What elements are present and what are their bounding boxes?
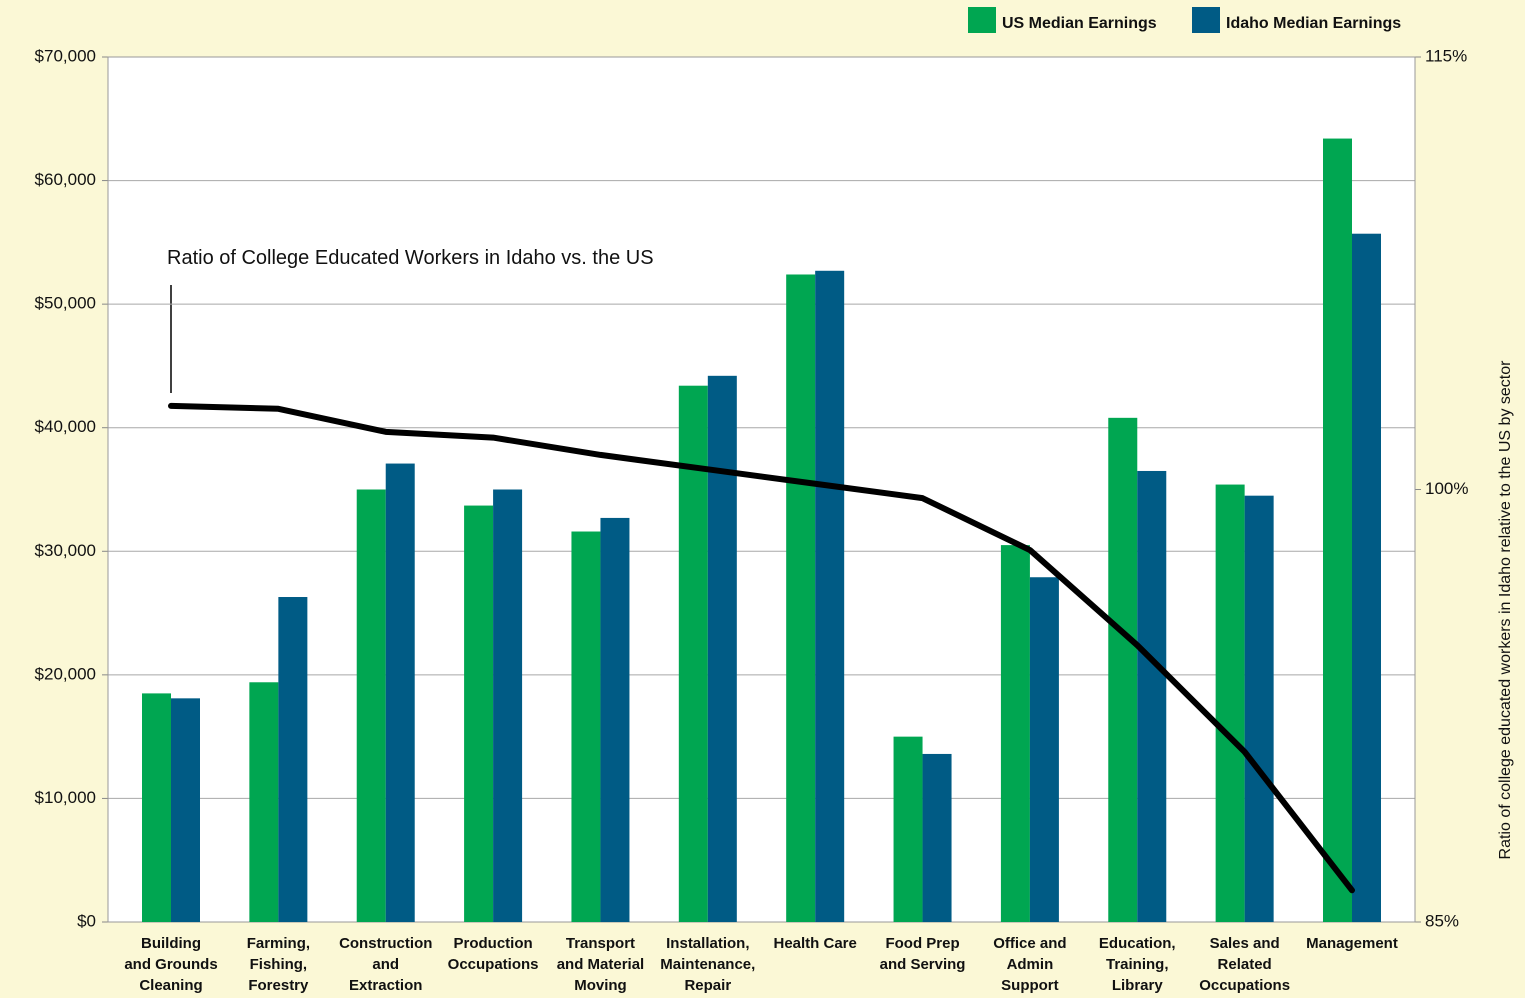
bar — [707, 375, 737, 922]
bar — [356, 489, 386, 922]
x-tick-label: Installation, Maintenance, Repair — [660, 935, 755, 994]
legend-label: Idaho Median Earnings — [1226, 15, 1401, 32]
x-tick-label: Office and Admin Support — [993, 935, 1066, 994]
bar — [1323, 138, 1352, 923]
bar — [249, 682, 279, 922]
y-tick-label: $30,000 — [35, 541, 96, 560]
y2-tick-label: 85% — [1425, 911, 1459, 930]
bar — [893, 736, 923, 922]
x-tick-label: Management — [1306, 935, 1398, 952]
annotation: Ratio of College Educated Workers in Ida… — [167, 247, 654, 269]
y2-axis-label: Ratio of college educated workers in Ida… — [1497, 360, 1514, 860]
bar — [1000, 545, 1030, 922]
x-tick-label: Health Care — [773, 935, 856, 952]
bar — [571, 531, 601, 922]
bar — [1108, 417, 1138, 922]
y-tick-label: $50,000 — [35, 294, 96, 313]
y-tick-label: $40,000 — [35, 417, 96, 436]
legend-label: US Median Earnings — [1002, 15, 1157, 32]
bar — [493, 489, 523, 922]
y-tick-label: $10,000 — [35, 788, 96, 807]
y-tick-label: $60,000 — [35, 170, 96, 189]
bar — [278, 597, 308, 922]
x-tick-label: Farming, Fishing, Forestry — [247, 935, 310, 994]
bar — [815, 270, 845, 922]
x-tick-label: Transport and Material Moving — [557, 935, 645, 994]
bar — [1029, 577, 1059, 922]
x-tick-label: Building and Grounds Cleaning — [124, 935, 217, 994]
y-tick-label: $0 — [77, 911, 96, 930]
bar — [1244, 495, 1274, 922]
legend-swatch — [968, 7, 996, 33]
bar — [1215, 484, 1245, 922]
bar — [600, 517, 630, 922]
y2-tick-label: 115% — [1425, 46, 1467, 65]
bar — [142, 693, 171, 922]
y2-tick-label: 100% — [1425, 479, 1468, 498]
bar — [1137, 470, 1167, 922]
plot-area — [108, 57, 1415, 922]
x-tick-label: Sales and Related Occupations — [1199, 935, 1290, 994]
bar — [171, 698, 200, 922]
bar — [464, 505, 494, 922]
x-tick-label: Production Occupations — [448, 935, 539, 973]
y-tick-label: $70,000 — [35, 46, 96, 65]
x-tick-label: Education, Training, Library — [1099, 935, 1176, 994]
bar — [678, 385, 708, 922]
legend-swatch — [1192, 7, 1220, 33]
bar — [922, 753, 952, 922]
bar — [385, 463, 415, 922]
bar — [1352, 233, 1381, 922]
plot-border — [107, 56, 1416, 923]
x-tick-label: Food Prep and Serving — [880, 935, 966, 973]
y-tick-label: $20,000 — [35, 664, 96, 683]
bar — [786, 274, 816, 922]
ratio-line — [168, 402, 1355, 894]
x-tick-label: Construction and Extraction — [339, 935, 432, 994]
